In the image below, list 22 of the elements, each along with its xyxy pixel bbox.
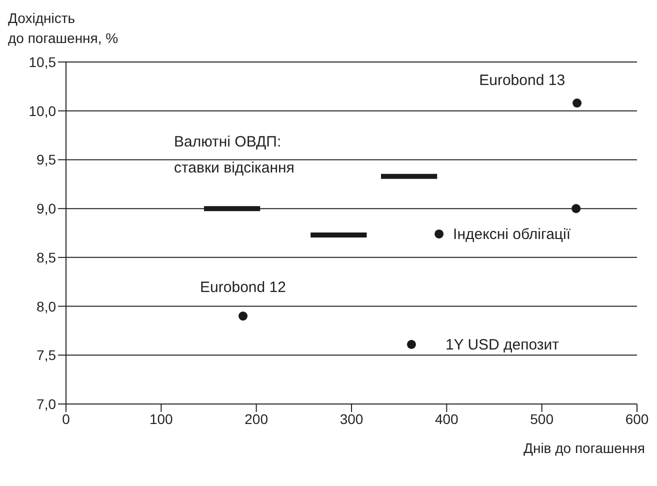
x-tick-label: 200 [244,410,268,427]
y-tick-label: 8,5 [36,249,56,266]
annotation: Валютні ОВДП: ставки відсікання [174,134,294,177]
y-tick-label: 8,0 [36,298,56,314]
x-axis-title: Днів до погашення [522,440,646,456]
annotation: Індексні облігації [453,226,572,243]
x-tick-label: 300 [340,410,364,427]
annotation: Eurobond 12 [200,279,286,296]
y-tick-label: 9,0 [36,200,56,217]
x-tick-label: 0 [62,410,70,427]
y-tick-label: 7,5 [36,347,56,364]
y-tick-label: 7,0 [36,396,56,412]
x-tick-label: 100 [149,410,174,427]
x-tick-label: 400 [434,410,459,427]
y-tick-label: 9,5 [36,152,56,168]
y-axis-title: Дохідність до погашення, % [8,9,120,48]
y-tick-label: 10,5 [28,54,56,70]
y-tick-label: 10,0 [28,102,56,119]
x-tick-label: 500 [530,410,554,427]
annotation: 1Y USD депозит [445,336,560,354]
annotation: Eurobond 13 [479,72,566,90]
x-tick-label: 600 [625,410,649,427]
